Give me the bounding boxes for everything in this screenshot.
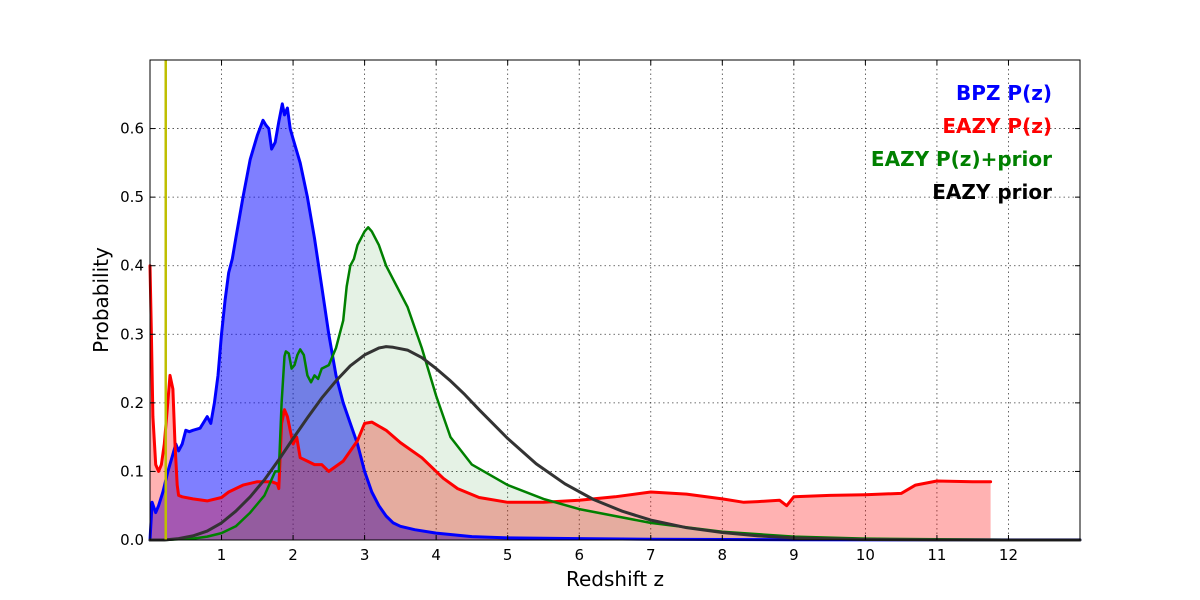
x-tick-label: 11 (927, 546, 946, 564)
x-tick-label: 6 (574, 546, 584, 564)
y-tick-label: 0.1 (120, 462, 144, 480)
plot-frame (149, 59, 1081, 541)
series-lines (148, 102, 1082, 542)
series-line-eazy-prior (148, 345, 1082, 542)
y-tick-label: 0.6 (120, 120, 144, 138)
x-tick-label: 10 (856, 546, 875, 564)
y-tick-label: 0.3 (120, 325, 144, 343)
axis-ticks: 1 2 3 4 5 6 7 8 9 10 11 120.00.10.20.30.40.50.6 (120, 60, 1080, 564)
x-tick-label: 8 (718, 546, 728, 564)
x-tick-label: 1 (217, 546, 227, 564)
legend: BPZ P(z) EAZY P(z) EAZY P(z)+prior EAZY pri… (871, 81, 1052, 204)
grid-lines (150, 60, 1080, 540)
legend-entry: EAZY P(z)+prior (871, 147, 1052, 171)
x-tick-label: 9 (789, 546, 799, 564)
y-tick-label: 0.4 (120, 257, 144, 275)
series-fill-eazy-p-z (150, 265, 991, 540)
x-tick-label: 5 (503, 546, 513, 564)
x-axis-label: Redshift z (566, 567, 664, 591)
legend-entry: EAZY P(z) (942, 114, 1052, 138)
series-line-bpz-p-z (148, 102, 1082, 542)
x-tick-label: 2 (288, 546, 298, 564)
y-tick-label: 0.0 (120, 531, 144, 549)
x-tick-label: 7 (646, 546, 656, 564)
x-tick-label: 12 (999, 546, 1018, 564)
series-fill-bpz-p-z (150, 103, 1080, 541)
series-fills (150, 103, 1080, 541)
series-line-eazy-p-z (148, 264, 993, 508)
x-tick-label: 4 (431, 546, 441, 564)
y-tick-label: 0.5 (120, 188, 144, 206)
y-tick-label: 0.2 (120, 394, 144, 412)
legend-entry: BPZ P(z) (956, 81, 1052, 105)
series-line-eazy-p-z-prior (148, 226, 1082, 542)
series-fill-eazy-p-z-prior (150, 227, 1080, 541)
y-axis-label: Probability (89, 247, 113, 353)
x-tick-label: 3 (360, 546, 370, 564)
legend-entry: EAZY prior (932, 180, 1052, 204)
